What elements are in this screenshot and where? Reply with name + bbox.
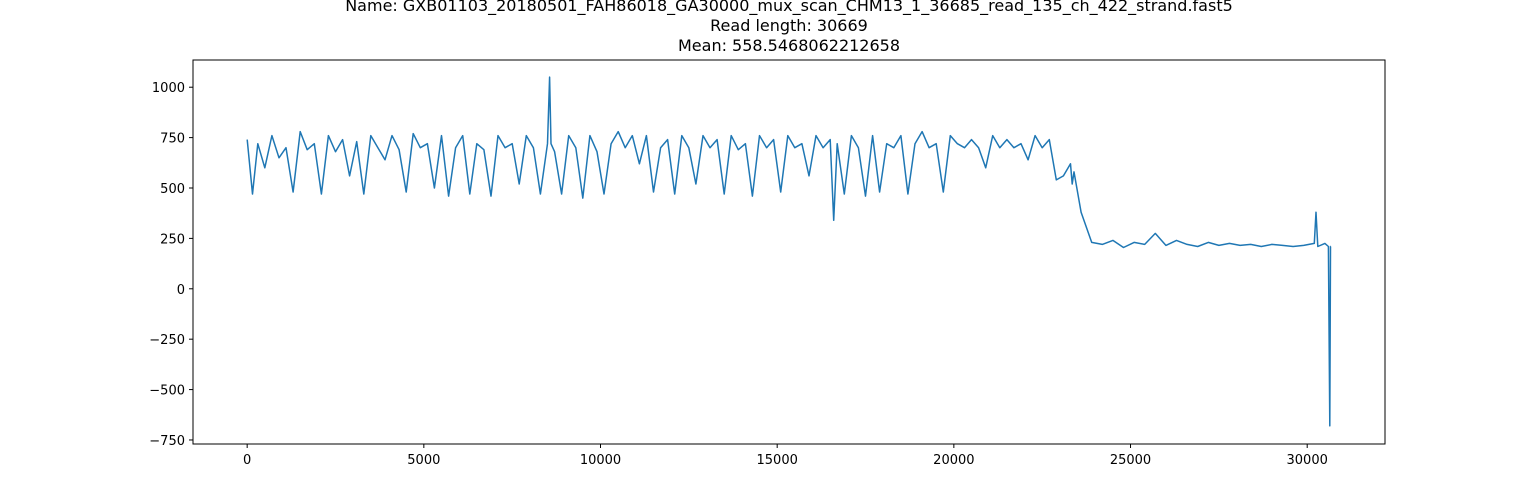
y-axis: −750 −500 −250 0 250 500 750 1000 (149, 81, 193, 449)
x-axis: 0 5000 10000 15000 20000 25000 30000 (243, 444, 1328, 468)
x-tick-label: 5000 (407, 453, 440, 468)
y-tick-label: 250 (160, 232, 185, 247)
y-tick-label: −750 (149, 434, 185, 449)
y-tick-label: −250 (149, 333, 185, 348)
y-tick-label: 0 (177, 283, 185, 298)
y-tick-label: 500 (160, 182, 185, 197)
signal-series-line (246, 76, 1332, 427)
y-tick-label: 750 (160, 132, 185, 147)
title-line-0: Name: GXB01103_20180501_FAH86018_GA30000… (345, 0, 1233, 16)
x-tick-label: 30000 (1287, 453, 1328, 468)
chart-title: Name: GXB01103_20180501_FAH86018_GA30000… (345, 0, 1233, 55)
x-tick-label: 10000 (580, 453, 621, 468)
axes-frame (192, 59, 1386, 445)
title-line-2: Mean: 558.5468062212658 (678, 36, 900, 55)
y-tick-label: 1000 (152, 81, 185, 96)
x-tick-label: 0 (243, 453, 251, 468)
plot-area (246, 76, 1332, 427)
x-tick-label: 15000 (757, 453, 798, 468)
x-tick-label: 20000 (933, 453, 974, 468)
x-tick-label: 25000 (1110, 453, 1151, 468)
title-line-1: Read length: 30669 (710, 16, 868, 35)
y-tick-label: −500 (149, 384, 185, 399)
